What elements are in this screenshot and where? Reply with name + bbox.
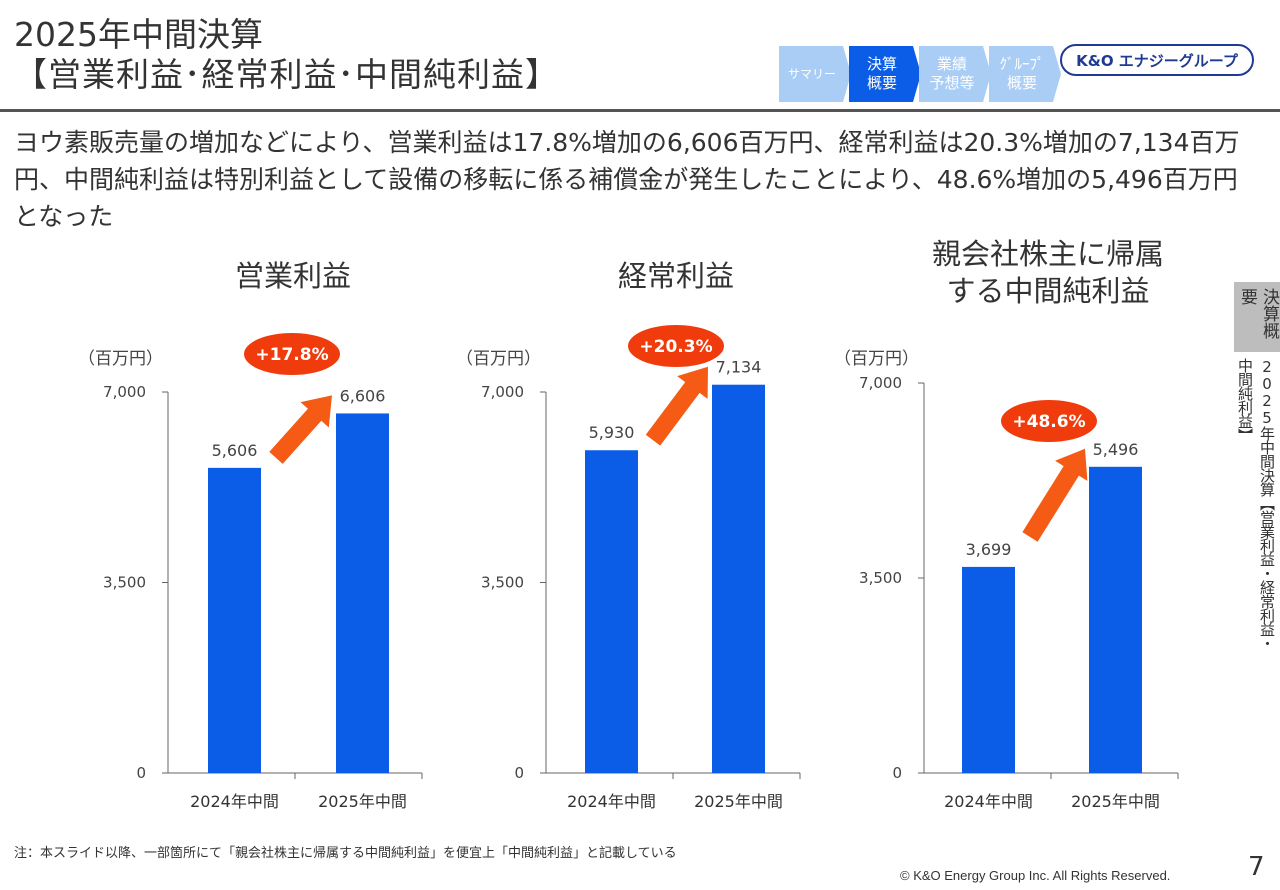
nav-tab-summary-label: サマリー [787, 67, 836, 81]
data-label: 3,699 [966, 540, 1012, 559]
nav-tab-results-shape [849, 46, 921, 102]
nav-tab-forecast-label: 業績 予想等 [929, 55, 975, 92]
growth-badge-label: +20.3% [639, 337, 712, 357]
y-tick-label: 7,000 [103, 383, 146, 401]
chart-title-net-line2: する中間純利益 [946, 274, 1150, 308]
bar [208, 467, 261, 773]
x-tick-label: 2024年中間 [944, 792, 1033, 811]
growth-badge [244, 333, 340, 375]
bar [962, 566, 1015, 773]
growth-arrow [1022, 448, 1088, 542]
data-label: 5,930 [589, 423, 635, 442]
data-label: 6,606 [340, 386, 386, 405]
y-tick-label: 0 [892, 764, 902, 782]
x-tick-label: 2025年中間 [318, 792, 407, 811]
growth-badge [628, 325, 724, 367]
x-tick-label: 2024年中間 [190, 792, 279, 811]
side-section-tab-label: 決算概要 [1237, 288, 1279, 339]
growth-badge [1001, 400, 1097, 442]
nav-tab-group[interactable]: ｸﾞﾙｰﾌﾟ 概要 [989, 46, 1065, 102]
slide-title: 2025年中間決算 【営業利益･経常利益･中間純利益】 [14, 16, 559, 96]
x-tick-label: 2025年中間 [694, 792, 783, 811]
data-label: 5,606 [212, 441, 258, 460]
y-tick-label: 3,500 [859, 569, 902, 587]
page-number: 7 [1248, 852, 1265, 882]
y-tick-label: 0 [136, 764, 146, 782]
nav-tab-group-shape [989, 46, 1061, 102]
data-label: 5,496 [1093, 440, 1139, 459]
x-tick-label: 2025年中間 [1071, 792, 1160, 811]
unit-label-operating: （百万円） [78, 349, 163, 369]
growth-arrow [645, 366, 708, 446]
footnote: 注：本スライド以降、一部箇所にて「親会社株主に帰属する中間純利益」を便宜上「中間… [14, 846, 677, 861]
slide-title-line2: 【営業利益･経常利益･中間純利益】 [14, 55, 559, 94]
unit-label-net: （百万円） [834, 349, 919, 369]
nav-tab-forecast[interactable]: 業績 予想等 [919, 46, 995, 102]
nav-tab-forecast-shape [919, 46, 991, 102]
y-tick-label: 3,500 [103, 574, 146, 592]
lead-text: ヨウ素販売量の増加などにより、営業利益は17.8%増加の6,606百万円、経常利… [14, 128, 1240, 231]
y-tick-label: 7,000 [859, 374, 902, 392]
data-label: 7,134 [716, 358, 762, 377]
y-tick-label: 7,000 [481, 383, 524, 401]
y-tick-label: 3,500 [481, 574, 524, 592]
slide-title-line1: 2025年中間決算 [14, 15, 263, 54]
chart-title-operating: 営業利益 [234, 259, 351, 293]
nav-tab-results[interactable]: 決算 概要 [849, 46, 925, 102]
nav-tab-summary[interactable]: サマリー [779, 46, 855, 102]
growth-badge-label: +48.6% [1012, 412, 1085, 432]
bar [585, 450, 638, 773]
unit-label-ordinary: （百万円） [456, 349, 541, 369]
x-tick-label: 2024年中間 [567, 792, 656, 811]
chart-title-ordinary: 経常利益 [617, 259, 734, 293]
y-tick-label: 0 [514, 764, 524, 782]
side-slide-title: 2025年中間決算【営業利益・経常利益・中間純利益】 [1236, 358, 1276, 650]
chart-title-net: 親会社株主に帰属 する中間純利益 [900, 236, 1196, 310]
growth-badge-label: +17.8% [255, 345, 328, 365]
company-logo: K&O エナジーグループ [1060, 44, 1254, 76]
header-divider [0, 109, 1280, 112]
bar [336, 413, 389, 773]
copyright: © K&O Energy Group Inc. All Rights Reser… [900, 868, 1171, 883]
nav-tab-summary-shape [779, 46, 851, 102]
growth-arrow [269, 395, 332, 464]
bar [712, 384, 765, 773]
nav-tab-results-label: 決算 概要 [866, 55, 897, 92]
nav-tab-group-label: ｸﾞﾙｰﾌﾟ 概要 [999, 55, 1045, 92]
chart-title-net-line1: 親会社株主に帰属 [931, 237, 1164, 271]
bar [1089, 466, 1142, 773]
side-section-tab [1234, 282, 1280, 352]
